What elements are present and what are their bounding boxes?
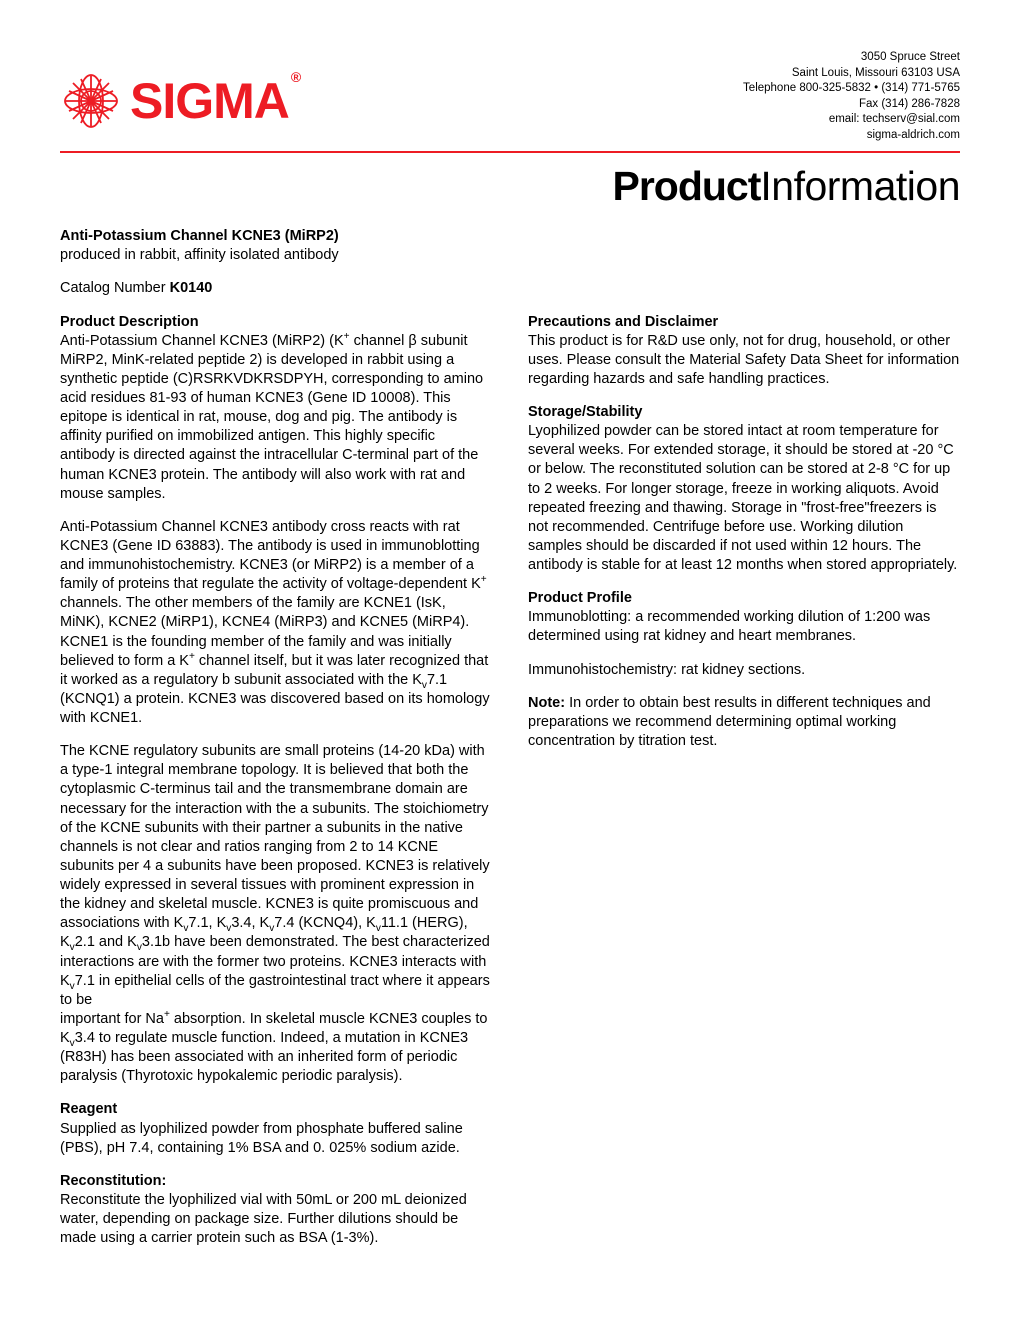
product-description-head: Product Description (60, 313, 492, 332)
contact-address1: 3050 Spruce Street (743, 50, 960, 66)
contact-phone: Telephone 800-325-5832 • (314) 771-5765 (743, 81, 960, 97)
product-description-p2: Anti-Potassium Channel KCNE3 antibody cr… (60, 518, 492, 728)
contact-email: email: techserv@sial.com (743, 112, 960, 128)
product-profile-p2: Immunohistochemistry: rat kidney section… (528, 661, 960, 680)
note-paragraph: Note: In order to obtain best results in… (528, 694, 960, 751)
header: SIGMA® 3050 Spruce Street Saint Louis, M… (60, 50, 960, 143)
note-label: Note: (528, 695, 565, 711)
storage-head: Storage/Stability (528, 403, 960, 422)
product-subtitle: produced in rabbit, affinity isolated an… (60, 246, 960, 265)
logo-registered-mark: ® (291, 69, 300, 85)
banner-word-product: Product (612, 163, 760, 209)
catalog-number: K0140 (170, 280, 213, 296)
header-rule (60, 151, 960, 153)
reconstitution-p1: Reconstitute the lyophilized vial with 5… (60, 1191, 492, 1248)
precautions-head: Precautions and Disclaimer (528, 313, 960, 332)
contact-fax: Fax (314) 286-7828 (743, 97, 960, 113)
logo: SIGMA® (60, 68, 300, 134)
banner-word-information: Information (760, 163, 960, 209)
reagent-p1: Supplied as lyophilized powder from phos… (60, 1120, 492, 1158)
title-block: Anti-Potassium Channel KCNE3 (MiRP2) pro… (60, 227, 960, 265)
contact-web: sigma-aldrich.com (743, 128, 960, 144)
note-text: In order to obtain best results in diffe… (528, 695, 931, 749)
contact-info: 3050 Spruce Street Saint Louis, Missouri… (743, 50, 960, 143)
logo-text: SIGMA® (130, 68, 300, 134)
product-description-p1: Anti-Potassium Channel KCNE3 (MiRP2) (K+… (60, 332, 492, 504)
reagent-head: Reagent (60, 1100, 492, 1119)
product-title: Anti-Potassium Channel KCNE3 (MiRP2) (60, 227, 960, 246)
product-information-banner: ProductInformation (60, 159, 960, 213)
product-profile-p1: Immunoblotting: a recommended working di… (528, 608, 960, 646)
col2-continuation-p1: important for Na+ absorption. In skeleta… (60, 1010, 492, 1087)
storage-p1: Lyophilized powder can be stored intact … (528, 422, 960, 575)
product-description-p3: The KCNE regulatory subunits are small p… (60, 742, 492, 1010)
sigma-logo-icon (60, 71, 122, 131)
content-columns: Product Description Anti-Potassium Chann… (60, 313, 960, 1303)
catalog-number-line: Catalog Number K0140 (60, 279, 960, 298)
catalog-label: Catalog Number (60, 280, 170, 296)
reconstitution-head: Reconstitution: (60, 1172, 492, 1191)
contact-address2: Saint Louis, Missouri 63103 USA (743, 66, 960, 82)
product-profile-head: Product Profile (528, 589, 960, 608)
precautions-p1: This product is for R&D use only, not fo… (528, 332, 960, 389)
